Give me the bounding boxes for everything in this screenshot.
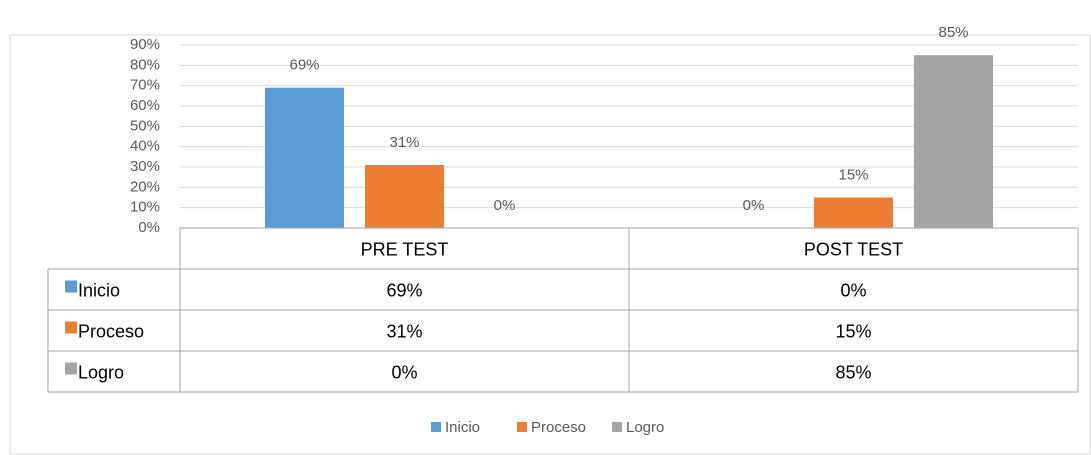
- y-tick-label: 70%: [130, 77, 160, 94]
- y-tick-label: 60%: [130, 97, 160, 114]
- legend-swatch: [65, 362, 77, 375]
- y-tick-label: 80%: [130, 56, 160, 73]
- y-tick-label: 30%: [130, 158, 160, 175]
- table-cell: 69%: [386, 280, 422, 300]
- legend-swatch: [431, 422, 441, 432]
- y-tick-label: 10%: [130, 199, 160, 216]
- legend-swatch: [612, 422, 622, 432]
- legend-label: Inicio: [445, 419, 480, 436]
- legend-swatch: [65, 321, 77, 334]
- legend-swatch: [517, 422, 527, 432]
- data-label: 0%: [743, 197, 765, 214]
- bar: [265, 87, 344, 228]
- row-label: Proceso: [78, 321, 144, 341]
- data-label: 0%: [494, 197, 516, 214]
- legend-label: Proceso: [531, 419, 586, 436]
- y-tick-label: 0%: [138, 219, 160, 236]
- bar: [365, 164, 444, 228]
- chart-frame: [9, 34, 1091, 455]
- table-cell: 31%: [386, 321, 422, 341]
- y-tick-label: 50%: [130, 117, 160, 134]
- bar: [814, 197, 893, 228]
- bar: [914, 55, 993, 228]
- table-cell: 85%: [835, 362, 871, 382]
- y-tick-label: 90%: [130, 36, 160, 53]
- table-cell: 0%: [391, 362, 417, 382]
- data-label: 85%: [938, 24, 968, 41]
- data-label: 69%: [289, 57, 319, 74]
- data-label: 15%: [838, 166, 868, 183]
- y-tick-label: 20%: [130, 178, 160, 195]
- table-cell: 0%: [840, 280, 866, 300]
- table-header: PRE TEST: [361, 239, 449, 259]
- data-label: 31%: [389, 134, 419, 151]
- row-label: Logro: [78, 362, 124, 382]
- row-label: Inicio: [78, 280, 120, 300]
- table-header: POST TEST: [804, 239, 903, 259]
- y-tick-label: 40%: [130, 138, 160, 155]
- table-cell: 15%: [835, 321, 871, 341]
- legend-swatch: [65, 280, 77, 293]
- legend-label: Logro: [626, 419, 664, 436]
